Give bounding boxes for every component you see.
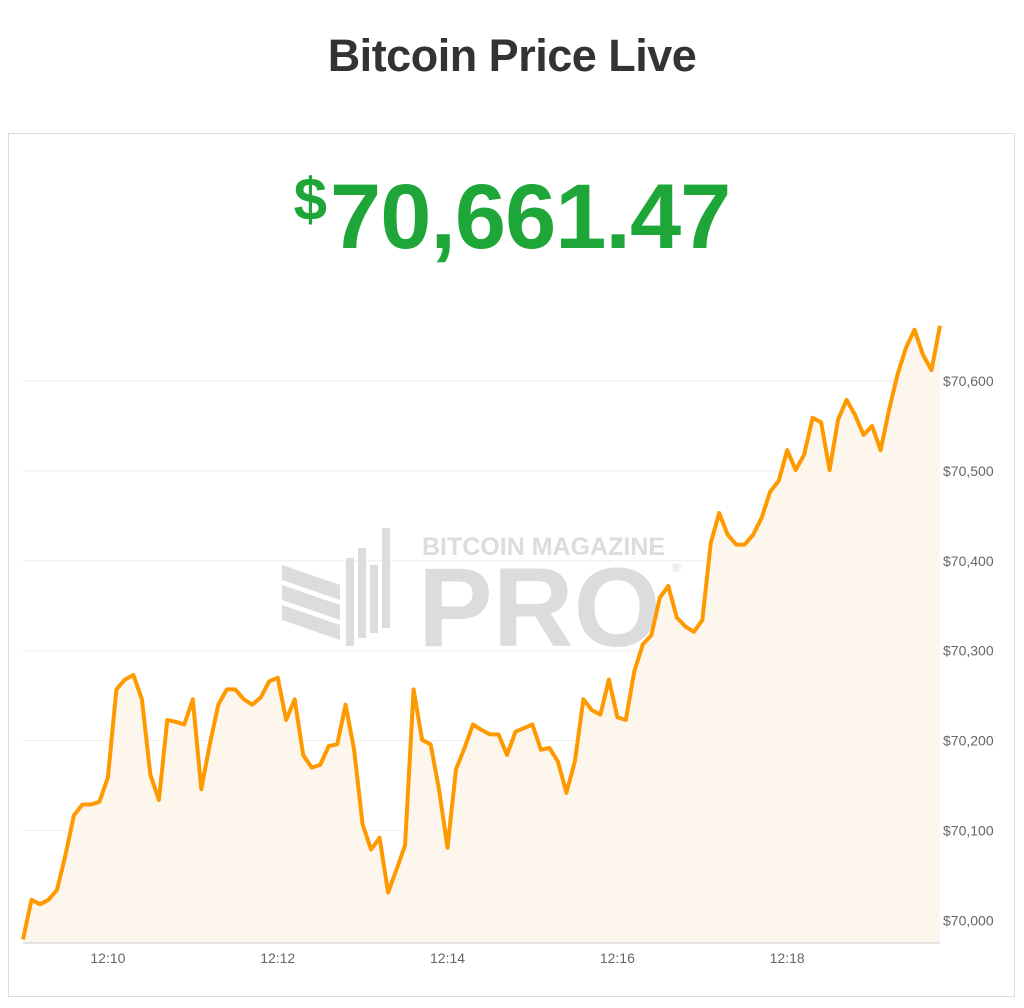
x-tick-label: 12:12 (260, 950, 295, 966)
price-area-fill (23, 325, 940, 943)
y-tick-label: $70,300 (943, 643, 994, 659)
x-tick-label: 12:16 (600, 950, 635, 966)
y-tick-label: $70,100 (943, 823, 994, 839)
watermark-line1: BITCOIN MAGAZINE (422, 533, 665, 561)
y-axis-ticks: $70,000 $70,100 $70,200 $70,300 $70,400 $70,5… (943, 373, 994, 929)
x-tick-label: 12:14 (430, 950, 465, 966)
price-card (8, 133, 1015, 997)
currency-symbol: $ (293, 166, 327, 233)
x-axis-ticks: 12:10 12:12 12:14 12:16 12:18 (90, 950, 805, 966)
price-line (21, 325, 942, 940)
watermark-logo: BITCOIN MAGAZINE PRO ® (282, 528, 681, 670)
y-tick-label: $70,000 (943, 913, 994, 929)
watermark-line2: PRO (418, 545, 661, 670)
y-tick-label: $70,500 (943, 463, 994, 479)
x-tick-label: 12:18 (770, 950, 805, 966)
price-value: 70,661.47 (330, 166, 731, 268)
watermark-mark: ® (672, 561, 681, 575)
y-tick-label: $70,600 (943, 373, 994, 389)
x-tick-label: 12:10 (90, 950, 125, 966)
page-title: Bitcoin Price Live (327, 30, 697, 81)
y-tick-label: $70,200 (943, 733, 994, 749)
live-price: $70,661.47 (0, 165, 1024, 270)
y-tick-label: $70,400 (943, 553, 994, 569)
